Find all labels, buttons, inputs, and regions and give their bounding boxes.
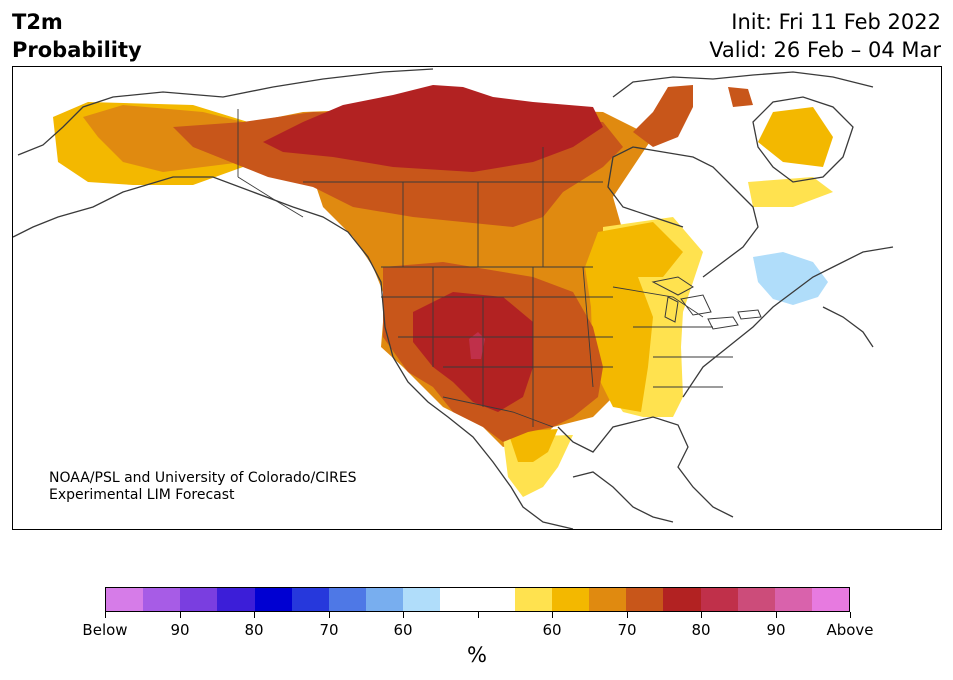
colorbar-segment (737, 588, 775, 611)
political-borders (237, 109, 733, 428)
colorbar-tick-label: 90 (766, 621, 786, 639)
colorbar-segment (403, 588, 441, 611)
region-above-85-core (469, 332, 485, 359)
colorbar-segment (366, 588, 404, 611)
colorbar-tick (552, 612, 553, 618)
colorbar-segment (217, 588, 255, 611)
colorbar (105, 587, 850, 612)
colorbar-tick (403, 612, 404, 618)
colorbar-tick (478, 612, 479, 618)
region-above-60-labrador (748, 177, 833, 207)
colorbar-segment (440, 588, 478, 611)
colorbar-tick (254, 612, 255, 618)
colorbar-tick-label: Below (82, 621, 128, 639)
map-panel (12, 66, 942, 530)
colorbar-tick-label: 80 (244, 621, 264, 639)
colorbar-tick (776, 612, 777, 618)
colorbar-tick-label: 70 (617, 621, 637, 639)
colorbar-segment (143, 588, 181, 611)
colorbar-tick-label: 90 (170, 621, 190, 639)
colorbar-segment (254, 588, 292, 611)
probability-map (13, 68, 894, 529)
init-date: Init: Fri 11 Feb 2022 (731, 10, 941, 34)
colorbar-segment (514, 588, 552, 611)
region-above-65-greenland (758, 107, 833, 167)
probability-fields (53, 85, 833, 497)
colorbar-tick (329, 612, 330, 618)
colorbar-segment (551, 588, 590, 611)
chart-title: T2m Probability (12, 8, 142, 64)
colorbar-tick (180, 612, 181, 618)
credit-source: NOAA/PSL and University of Colorado/CIRE… (49, 470, 357, 486)
colorbar-segment (700, 588, 738, 611)
colorbar-tick (850, 612, 851, 618)
colorbar-tick-label: Above (826, 621, 874, 639)
colorbar-segment (106, 588, 144, 611)
coastlines (13, 68, 894, 529)
colorbar-segment (477, 588, 515, 611)
region-above-65-mexico (508, 429, 558, 462)
colorbar-tick (627, 612, 628, 618)
region-above-75-baffin (728, 87, 753, 107)
colorbar-tick-label: 80 (691, 621, 711, 639)
colorbar-segment (180, 588, 218, 611)
colorbar-tick (105, 612, 106, 618)
valid-period: Valid: 26 Feb – 04 Mar (709, 38, 941, 62)
colorbar-tick (701, 612, 702, 618)
colorbar-tick-label: 70 (319, 621, 339, 639)
colorbar-segment (328, 588, 367, 611)
colorbar-unit: % (467, 643, 487, 667)
colorbar-segment (663, 588, 701, 611)
data-credit: NOAA/PSL and University of Colorado/CIRE… (49, 470, 357, 504)
colorbar-segment (774, 588, 812, 611)
title-type: Probability (12, 38, 142, 62)
great-lakes (651, 276, 762, 330)
title-variable: T2m (12, 10, 63, 34)
region-above-80-north (263, 85, 603, 172)
region-below-60-northeast (753, 252, 828, 305)
region-above-75-arctic (633, 85, 693, 147)
colorbar-segment (626, 588, 664, 611)
credit-product: Experimental LIM Forecast (49, 487, 235, 503)
colorbar-tick-label: 60 (542, 621, 562, 639)
colorbar-segment (291, 588, 329, 611)
region-above-65-east (585, 222, 683, 412)
forecast-dates: Init: Fri 11 Feb 2022 Valid: 26 Feb – 04… (709, 8, 941, 64)
colorbar-segment (589, 588, 627, 611)
colorbar-tick-label: 60 (393, 621, 413, 639)
colorbar-segment (811, 588, 850, 611)
